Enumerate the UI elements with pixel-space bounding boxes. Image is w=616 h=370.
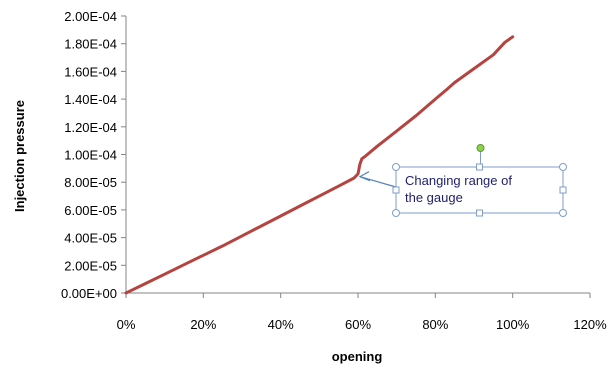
y-tick-label: 8.00E-05 [64, 175, 117, 190]
callout-arrow-line [359, 176, 397, 188]
resize-handle-icon [476, 209, 483, 217]
rotate-handle-icon [476, 144, 485, 152]
y-tick-label: 1.20E-04 [64, 120, 117, 135]
series-line [124, 35, 515, 295]
resize-handle-icon [476, 163, 483, 171]
y-tick-labels: 0.00E+00 2.00E-05 4.00E-05 6.00E-05 8.00E-05… [61, 9, 117, 301]
resize-handle-icon [559, 209, 567, 217]
callout-annotation[interactable]: Changing range of the gauge [358, 144, 567, 217]
y-tick-label: 1.80E-04 [64, 37, 117, 52]
x-tick-labels: 0% 20% 40% 60% 80% 100% 120% [117, 317, 607, 332]
y-tick-label: 0.00E+00 [61, 286, 117, 301]
y-tick-label: 2.00E-05 [64, 258, 117, 273]
resize-handle-icon [392, 186, 400, 194]
x-tick-label: 60% [345, 317, 371, 332]
axes [121, 15, 591, 298]
x-tick-label: 80% [422, 317, 448, 332]
resize-handle-icon [392, 209, 400, 217]
y-tick-label: 1.40E-04 [64, 92, 117, 107]
y-tick-label: 6.00E-05 [64, 203, 117, 218]
resize-handle-icon [559, 163, 567, 171]
x-axis-title: opening [332, 349, 383, 364]
y-tick-label: 4.00E-05 [64, 231, 117, 246]
resize-handle-icon [392, 163, 400, 171]
callout-text-line: the gauge [405, 190, 463, 205]
x-tick-label: 120% [573, 317, 607, 332]
callout-text-line: Changing range of [405, 173, 512, 188]
x-tick-label: 100% [496, 317, 530, 332]
x-tick-label: 40% [268, 317, 294, 332]
x-tick-label: 20% [190, 317, 216, 332]
x-tick-label: 0% [117, 317, 136, 332]
y-tick-label: 1.00E-04 [64, 148, 117, 163]
resize-handle-icon [559, 186, 567, 194]
y-axis-title: Injection pressure [12, 100, 27, 212]
series-group [124, 35, 515, 295]
y-tick-label: 2.00E-04 [64, 9, 117, 24]
y-tick-label: 1.60E-04 [64, 64, 117, 79]
callout-arrowhead [358, 171, 371, 182]
